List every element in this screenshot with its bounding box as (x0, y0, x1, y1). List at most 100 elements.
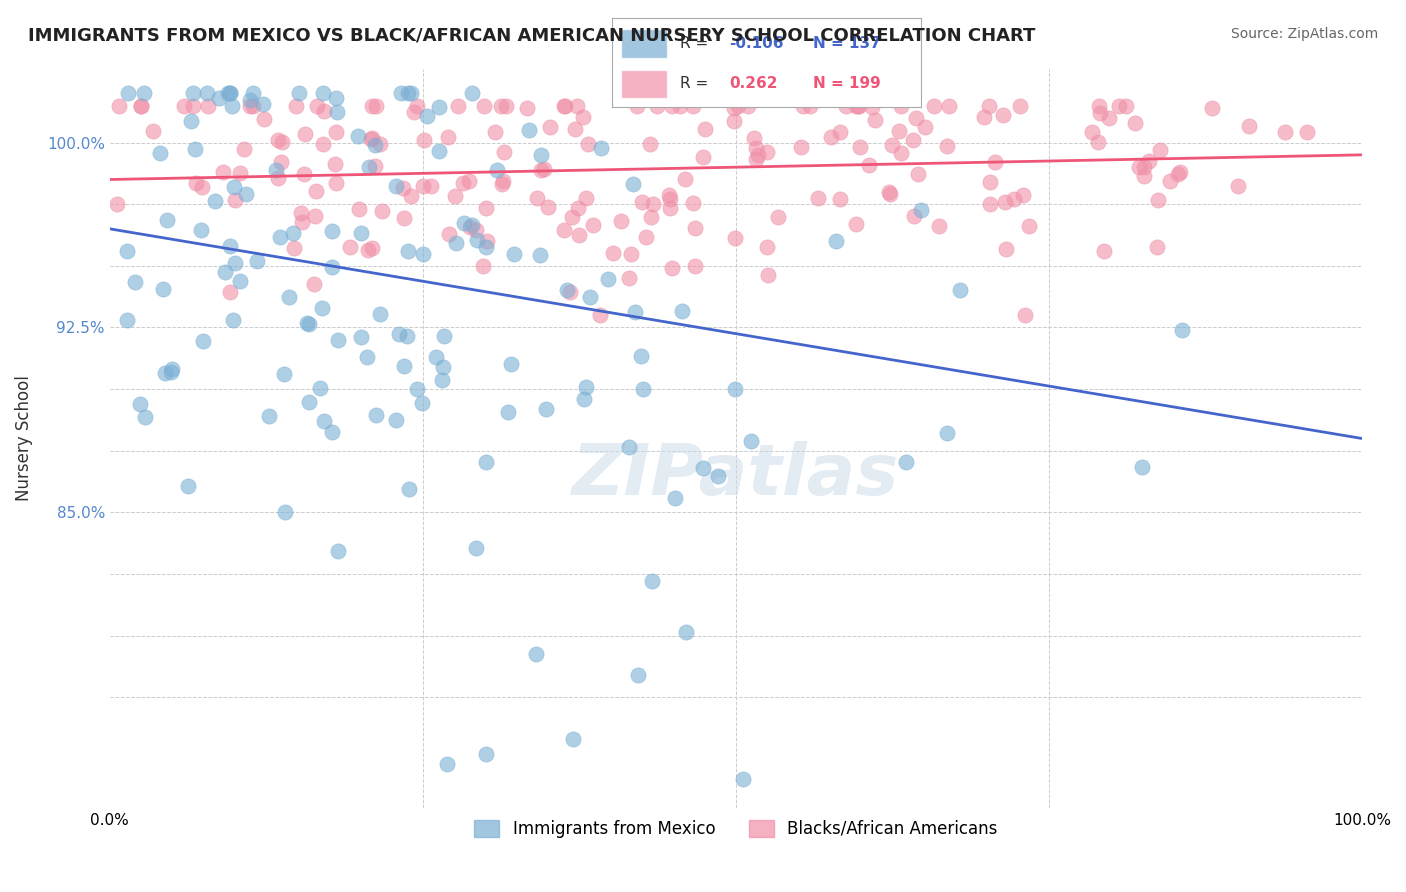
Point (149, 145, 172, 160)
Point (661, 260, 683, 275)
Point (991, 108, 1014, 122)
Point (630, 194, 652, 209)
Point (567, 98, 589, 112)
Point (288, 86, 311, 100)
Point (830, 192, 852, 206)
Point (153, 367, 176, 381)
Point (486, 163, 509, 178)
Point (695, 121, 717, 136)
Point (905, 111, 928, 125)
Point (589, 141, 612, 155)
Point (184, 176, 207, 190)
Point (219, 86, 242, 100)
Point (402, 105, 425, 120)
Point (224, 193, 246, 207)
Point (848, 98, 870, 112)
Point (366, 409, 388, 423)
Point (208, 90, 231, 104)
Point (489, 98, 512, 112)
Point (364, 138, 387, 153)
Point (458, 220, 481, 235)
Point (472, 98, 495, 112)
Point (979, 98, 1001, 112)
Point (928, 219, 950, 234)
Point (1098, 111, 1121, 125)
Point (239, 98, 262, 112)
Point (142, 123, 165, 137)
Point (465, 223, 488, 237)
Point (219, 285, 242, 300)
Point (218, 239, 240, 253)
Point (845, 217, 868, 231)
Point (160, 362, 183, 376)
Point (1088, 98, 1111, 112)
Point (553, 223, 575, 237)
Point (392, 180, 415, 194)
Point (877, 185, 900, 199)
Point (477, 234, 499, 248)
Point (432, 359, 454, 374)
Point (312, 413, 335, 427)
Point (290, 206, 312, 220)
Point (472, 259, 495, 273)
Point (311, 301, 333, 315)
Point (517, 123, 540, 137)
Point (894, 455, 917, 469)
Point (214, 265, 236, 279)
Point (350, 226, 373, 240)
Point (295, 316, 318, 330)
Point (830, 125, 852, 139)
Point (742, 131, 765, 145)
Point (887, 123, 910, 137)
Point (1010, 98, 1032, 112)
Point (571, 110, 593, 124)
Point (602, 245, 624, 260)
Point (636, 230, 658, 244)
Point (524, 647, 547, 661)
Point (115, 313, 138, 327)
Point (411, 396, 433, 410)
Point (807, 191, 830, 205)
Point (790, 140, 813, 154)
Point (1092, 244, 1115, 259)
Point (364, 98, 387, 112)
Point (984, 155, 1007, 169)
Point (724, 382, 747, 396)
Point (291, 215, 314, 229)
Point (283, 241, 305, 255)
Point (115, 244, 138, 258)
Point (484, 125, 506, 139)
Point (232, 143, 254, 157)
Point (903, 209, 925, 223)
Point (561, 732, 583, 747)
Point (495, 98, 517, 112)
Point (229, 166, 252, 180)
Point (398, 482, 420, 496)
Point (890, 98, 912, 112)
Point (938, 98, 960, 112)
Point (1227, 179, 1250, 194)
Point (427, 144, 450, 158)
Point (530, 148, 553, 162)
Point (756, 268, 779, 282)
Point (1123, 116, 1146, 130)
Point (388, 326, 411, 341)
Point (609, 86, 631, 100)
Point (357, 243, 380, 257)
Point (596, 272, 619, 286)
Point (973, 110, 995, 124)
Point (498, 404, 520, 418)
Point (195, 86, 218, 100)
Point (217, 86, 239, 100)
Text: Source: ZipAtlas.com: Source: ZipAtlas.com (1230, 27, 1378, 41)
Point (564, 122, 586, 136)
Point (368, 307, 391, 321)
Point (325, 90, 347, 104)
Point (368, 136, 391, 151)
Point (321, 260, 343, 274)
Point (384, 178, 406, 193)
Point (134, 410, 156, 425)
Point (235, 186, 257, 201)
Point (575, 191, 598, 205)
Point (907, 167, 929, 181)
